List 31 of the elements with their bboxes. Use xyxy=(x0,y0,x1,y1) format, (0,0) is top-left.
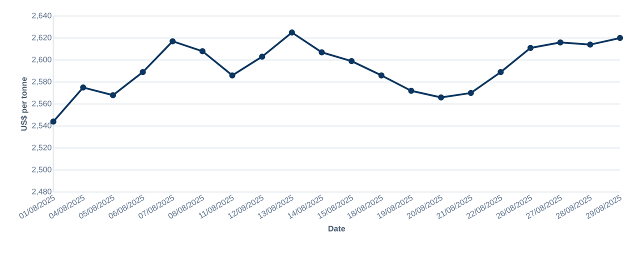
y-tick-label: 2,620 xyxy=(32,34,52,42)
y-tick-label: 2,500 xyxy=(32,166,52,174)
point xyxy=(498,69,504,76)
point xyxy=(259,54,266,60)
point xyxy=(587,42,594,48)
point xyxy=(140,69,146,76)
point xyxy=(80,84,86,91)
point xyxy=(616,34,624,42)
y-tick-label: 2,600 xyxy=(32,56,52,64)
y-tick-label: 2,480 xyxy=(32,188,52,196)
point xyxy=(318,49,325,56)
point xyxy=(110,92,116,98)
y-tick-label: 2,540 xyxy=(32,122,52,130)
point xyxy=(170,38,176,44)
point xyxy=(229,72,236,78)
point xyxy=(408,88,414,94)
point xyxy=(557,39,564,46)
y-tick-label: 2,520 xyxy=(32,144,52,152)
y-tick-label: 2,560 xyxy=(32,100,52,108)
x-axis-title: Date xyxy=(328,226,346,232)
y-axis-title: US$ per tonne xyxy=(20,77,28,131)
point xyxy=(527,44,534,51)
point xyxy=(438,94,444,100)
point xyxy=(288,29,295,36)
point xyxy=(348,58,355,64)
point xyxy=(378,72,384,78)
point xyxy=(199,48,206,54)
y-tick-label: 2,640 xyxy=(32,12,52,20)
point xyxy=(468,90,474,96)
y-tick-label: 2,580 xyxy=(32,78,52,86)
point xyxy=(50,118,56,125)
